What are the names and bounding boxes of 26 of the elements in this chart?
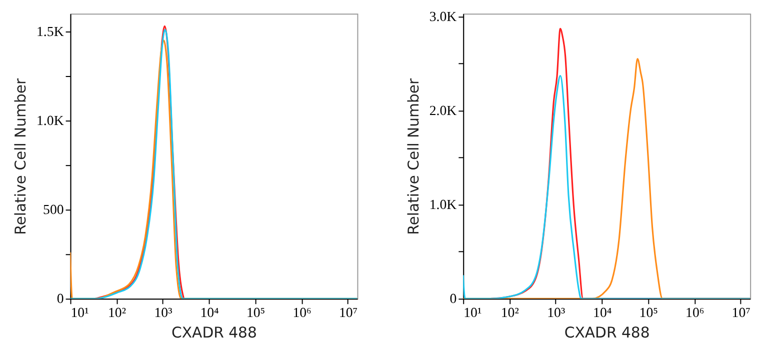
y-tick-label: 2.0K: [429, 102, 457, 118]
x-tick-label: 10³: [154, 304, 172, 320]
x-tick-label: 10⁴: [593, 304, 612, 320]
x-tick-label: 10⁴: [200, 304, 220, 320]
y-tick-label: 1.5K: [36, 24, 64, 39]
x-tick-label: 10⁵: [639, 304, 658, 320]
x-tick-label: 10⁷: [338, 304, 358, 320]
y-tick-label: 500: [43, 202, 64, 218]
y-axis-title: Relative Cell Number: [12, 78, 30, 235]
x-axis-title: CXADR 488: [564, 324, 650, 342]
x-tick-label: 10¹: [70, 304, 89, 320]
x-tick-label: 10⁵: [246, 304, 266, 320]
x-tick-label: 10⁶: [686, 304, 704, 320]
x-tick-label: 10⁷: [732, 304, 751, 320]
y-tick-label: 3.0K: [429, 8, 457, 24]
x-tick-label: 10¹: [464, 304, 482, 320]
y-tick-label: 0: [56, 291, 64, 306]
x-tick-label: 10²: [500, 304, 519, 320]
x-axis-title: CXADR 488: [172, 324, 257, 342]
x-tick-label: 10³: [547, 304, 566, 320]
x-tick-label: 10⁶: [292, 304, 312, 320]
x-tick-label: 10²: [108, 304, 126, 320]
y-tick-label: 1.0K: [429, 197, 457, 212]
y-tick-label: 1.0K: [36, 112, 64, 128]
y-axis-title: Relative Cell Number: [405, 78, 422, 235]
y-tick-label: 0: [450, 291, 457, 306]
